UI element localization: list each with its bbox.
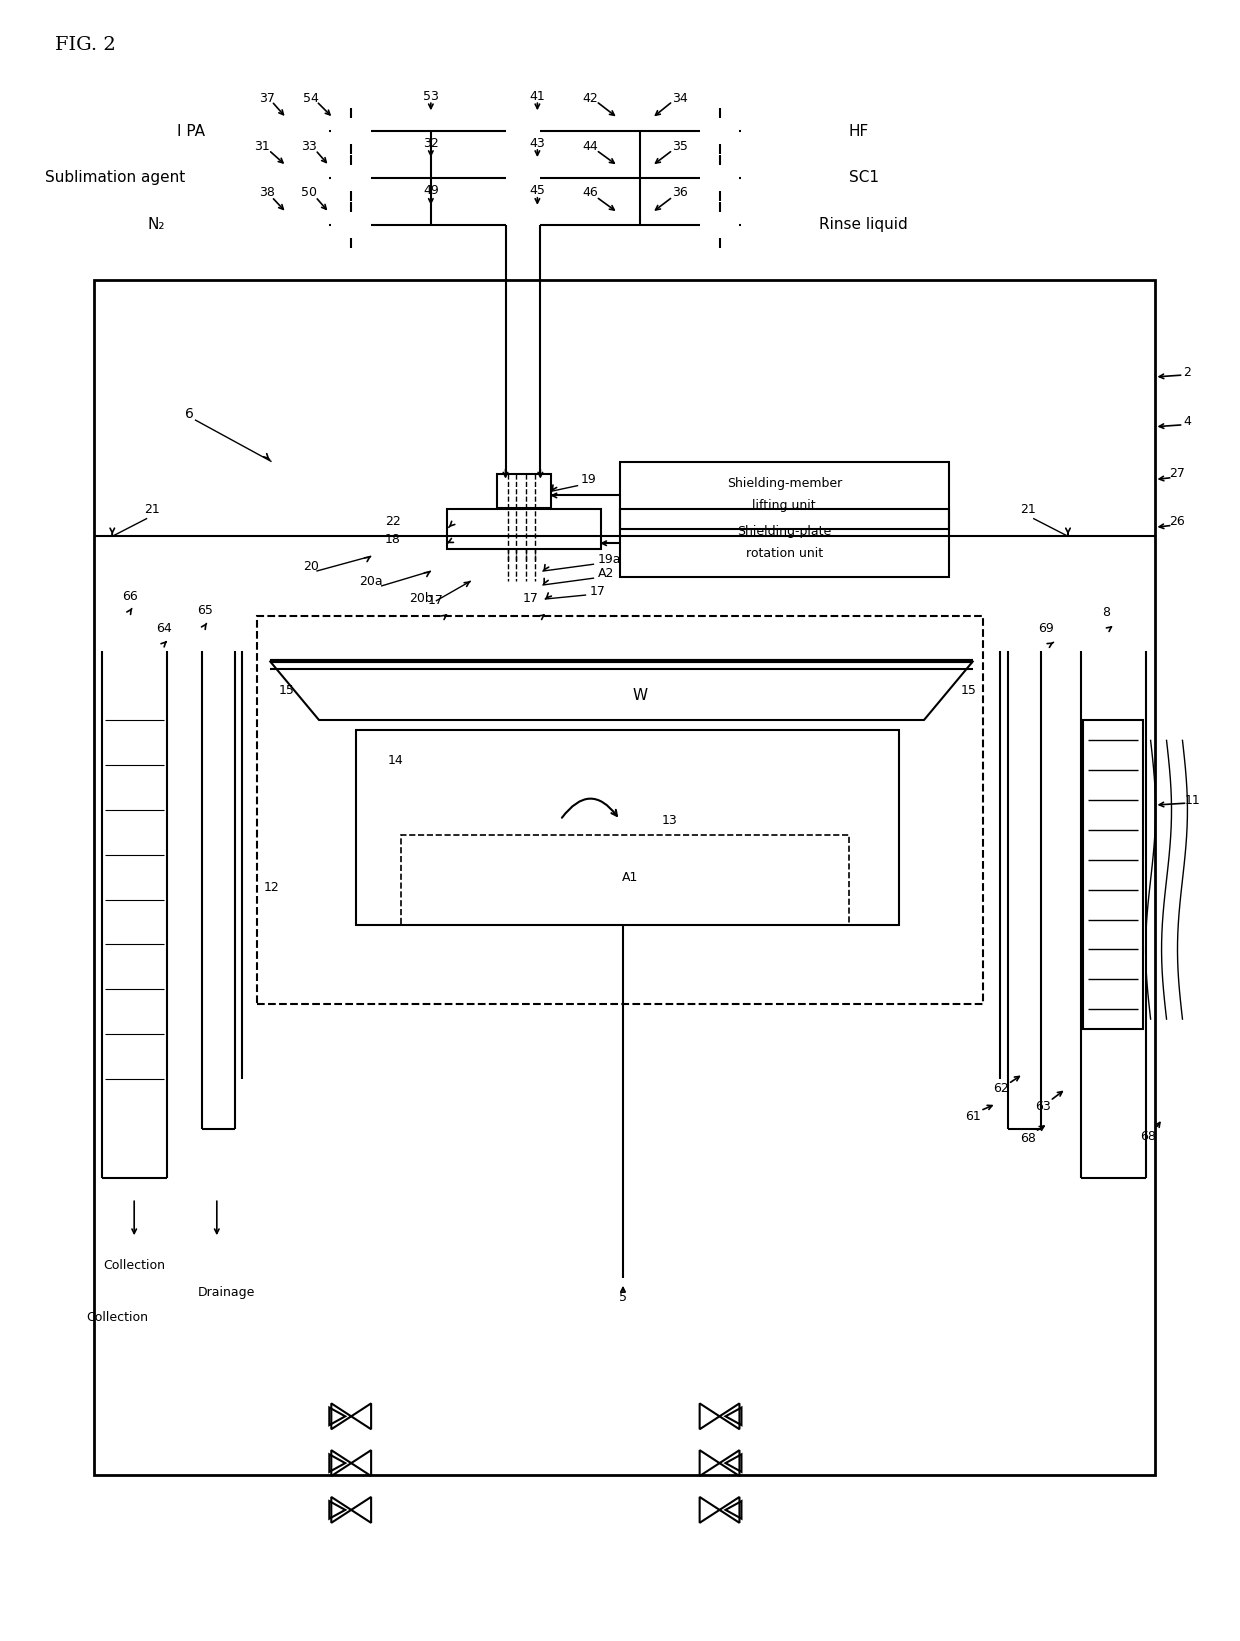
Bar [496, 474, 552, 509]
Text: 43: 43 [529, 136, 546, 149]
Text: 54: 54 [304, 92, 320, 105]
Text: 20a: 20a [360, 574, 383, 587]
Text: FIG. 2: FIG. 2 [55, 36, 115, 54]
Bar [620, 461, 949, 530]
Text: Collection: Collection [87, 1311, 149, 1324]
Text: Shielding-plate: Shielding-plate [737, 525, 831, 538]
Text: W: W [632, 688, 647, 702]
Text: 37: 37 [259, 92, 274, 105]
Text: Drainage: Drainage [198, 1287, 255, 1300]
Text: 15: 15 [961, 684, 976, 697]
Text: 15: 15 [279, 684, 294, 697]
Text: 36: 36 [672, 187, 688, 199]
Text: 14: 14 [388, 753, 404, 766]
Text: 68: 68 [1140, 1131, 1156, 1144]
Text: Sublimation agent: Sublimation agent [45, 171, 185, 185]
Text: 17: 17 [428, 594, 444, 607]
Text: 44: 44 [583, 139, 598, 153]
Text: 31: 31 [254, 139, 269, 153]
Text: Collection: Collection [103, 1260, 165, 1272]
Text: lifting unit: lifting unit [753, 499, 816, 512]
Text: rotation unit: rotation unit [745, 546, 823, 560]
Text: 19: 19 [580, 473, 596, 486]
Text: 2: 2 [1183, 366, 1192, 379]
Text: 49: 49 [423, 184, 439, 197]
Bar [620, 509, 949, 578]
Text: 20b: 20b [409, 592, 433, 606]
Text: 61: 61 [966, 1111, 981, 1122]
Text: 32: 32 [423, 136, 439, 149]
Text: 20: 20 [304, 560, 320, 573]
Text: 22: 22 [386, 515, 401, 528]
Text: 65: 65 [197, 604, 213, 617]
Text: A1: A1 [621, 871, 639, 884]
Text: 6: 6 [186, 407, 195, 420]
Text: 64: 64 [156, 622, 172, 635]
Text: 27: 27 [1169, 468, 1185, 481]
Text: 35: 35 [672, 139, 688, 153]
Text: N₂: N₂ [148, 217, 165, 231]
Text: 38: 38 [259, 187, 274, 199]
Text: 17: 17 [590, 584, 606, 597]
Bar [257, 615, 983, 1004]
Text: 63: 63 [1035, 1099, 1052, 1113]
Text: SC1: SC1 [849, 171, 879, 185]
Bar [401, 835, 849, 924]
Bar [1083, 720, 1142, 1029]
Text: Rinse liquid: Rinse liquid [820, 217, 908, 231]
Text: 19a: 19a [598, 553, 621, 566]
Text: 50: 50 [301, 187, 317, 199]
Text: 46: 46 [583, 187, 598, 199]
Text: 8: 8 [1102, 607, 1110, 619]
Text: 26: 26 [1169, 515, 1185, 528]
Text: HF: HF [849, 123, 869, 138]
Text: 18: 18 [386, 533, 401, 546]
Text: 34: 34 [672, 92, 688, 105]
Text: Shielding-member: Shielding-member [727, 478, 842, 491]
Text: 33: 33 [301, 139, 317, 153]
Text: 21: 21 [144, 502, 160, 515]
Text: 13: 13 [662, 814, 677, 827]
Text: 53: 53 [423, 90, 439, 103]
Text: 62: 62 [993, 1083, 1009, 1095]
Bar [94, 281, 1154, 1475]
Text: 68: 68 [1021, 1132, 1037, 1145]
Bar [356, 730, 899, 924]
Text: A2: A2 [598, 566, 615, 579]
Text: 45: 45 [529, 184, 546, 197]
Text: 21: 21 [1021, 502, 1037, 515]
Text: 17: 17 [522, 592, 538, 606]
Text: 12: 12 [264, 881, 279, 894]
Text: 66: 66 [123, 589, 138, 602]
Bar [446, 509, 601, 550]
Text: 42: 42 [583, 92, 598, 105]
Text: 5: 5 [619, 1291, 627, 1305]
Text: 69: 69 [1038, 622, 1054, 635]
Text: 4: 4 [1183, 415, 1192, 428]
Text: 41: 41 [529, 90, 546, 103]
Text: 11: 11 [1184, 794, 1200, 807]
Text: I PA: I PA [177, 123, 205, 138]
